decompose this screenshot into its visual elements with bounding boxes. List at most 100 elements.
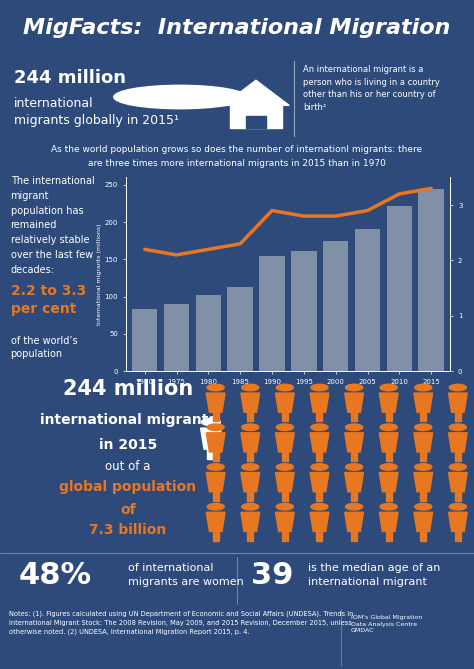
Bar — [282, 412, 285, 421]
Bar — [423, 531, 426, 541]
Polygon shape — [206, 512, 225, 531]
Circle shape — [207, 424, 224, 430]
Text: 244 million: 244 million — [14, 70, 126, 88]
Polygon shape — [448, 512, 467, 531]
Circle shape — [242, 424, 259, 430]
Circle shape — [242, 504, 259, 510]
Circle shape — [276, 464, 293, 470]
Polygon shape — [275, 433, 294, 452]
Circle shape — [207, 504, 224, 510]
Polygon shape — [310, 393, 329, 412]
Polygon shape — [223, 80, 289, 106]
Bar — [385, 452, 389, 461]
Bar — [282, 492, 285, 501]
Polygon shape — [379, 512, 398, 531]
Circle shape — [415, 504, 432, 510]
Bar — [420, 412, 424, 421]
Polygon shape — [206, 433, 225, 452]
Bar — [319, 531, 322, 541]
Text: The international
migrant
population has
remained
relatively stable
over the las: The international migrant population has… — [10, 176, 94, 275]
Bar — [420, 452, 424, 461]
Bar — [319, 452, 322, 461]
Polygon shape — [310, 433, 329, 452]
Circle shape — [114, 85, 246, 108]
Bar — [284, 492, 288, 501]
Text: IOM's Global Migration
Data Analysis Centre
GMDAC: IOM's Global Migration Data Analysis Cen… — [351, 615, 422, 633]
Bar — [351, 412, 355, 421]
Bar — [388, 412, 392, 421]
Bar — [212, 452, 216, 461]
Text: Notes: (1). Figures calculated using UN Department of Economic and Social Affair: Notes: (1). Figures calculated using UN … — [9, 611, 354, 635]
Bar — [355, 229, 380, 371]
Text: international migrants: international migrants — [40, 413, 216, 427]
Bar — [215, 412, 219, 421]
Polygon shape — [201, 428, 221, 449]
Polygon shape — [414, 512, 433, 531]
Text: out of a: out of a — [105, 460, 151, 473]
Circle shape — [380, 424, 397, 430]
Circle shape — [380, 464, 397, 470]
Bar — [351, 452, 355, 461]
Circle shape — [311, 464, 328, 470]
Bar — [457, 452, 461, 461]
Circle shape — [380, 384, 397, 391]
Bar — [212, 531, 216, 541]
Polygon shape — [345, 472, 364, 492]
Bar — [247, 531, 251, 541]
Bar — [291, 251, 317, 371]
Bar — [388, 452, 392, 461]
Polygon shape — [448, 433, 467, 452]
Polygon shape — [414, 433, 433, 452]
Polygon shape — [448, 472, 467, 492]
Bar — [282, 531, 285, 541]
Polygon shape — [275, 393, 294, 412]
Text: 48%: 48% — [19, 561, 92, 590]
Bar — [387, 205, 412, 371]
Bar — [212, 412, 216, 421]
Bar — [455, 412, 458, 421]
Text: of the world’s
population: of the world’s population — [10, 336, 77, 359]
Bar — [319, 412, 322, 421]
Bar — [420, 531, 424, 541]
Bar — [230, 105, 282, 128]
Bar — [228, 287, 253, 371]
Circle shape — [201, 418, 220, 425]
Bar — [215, 492, 219, 501]
Bar — [385, 492, 389, 501]
Polygon shape — [241, 472, 260, 492]
Text: international
migrants globally in 2015¹: international migrants globally in 2015¹ — [14, 97, 179, 127]
Text: 39: 39 — [251, 561, 294, 590]
Polygon shape — [379, 393, 398, 412]
Circle shape — [276, 384, 293, 391]
Text: in 2015: in 2015 — [99, 438, 157, 452]
Bar — [423, 412, 426, 421]
Circle shape — [449, 464, 466, 470]
Bar — [247, 492, 251, 501]
Polygon shape — [206, 472, 225, 492]
Text: of: of — [120, 503, 136, 517]
Bar — [282, 452, 285, 461]
Text: MigFacts:  International Migration: MigFacts: International Migration — [23, 19, 451, 38]
Bar — [423, 492, 426, 501]
Text: 7.3 billion: 7.3 billion — [90, 523, 166, 537]
Bar — [316, 492, 320, 501]
Polygon shape — [241, 433, 260, 452]
Polygon shape — [414, 393, 433, 412]
Circle shape — [207, 464, 224, 470]
Bar — [246, 116, 266, 128]
Polygon shape — [275, 472, 294, 492]
Bar — [196, 295, 221, 371]
Circle shape — [346, 464, 363, 470]
Bar — [351, 531, 355, 541]
Bar — [250, 452, 253, 461]
Bar — [354, 531, 357, 541]
Bar — [132, 308, 157, 371]
Circle shape — [449, 504, 466, 510]
Bar — [247, 412, 251, 421]
Polygon shape — [310, 472, 329, 492]
Polygon shape — [345, 512, 364, 531]
Circle shape — [415, 464, 432, 470]
Polygon shape — [345, 393, 364, 412]
Circle shape — [242, 384, 259, 391]
Bar — [250, 412, 253, 421]
